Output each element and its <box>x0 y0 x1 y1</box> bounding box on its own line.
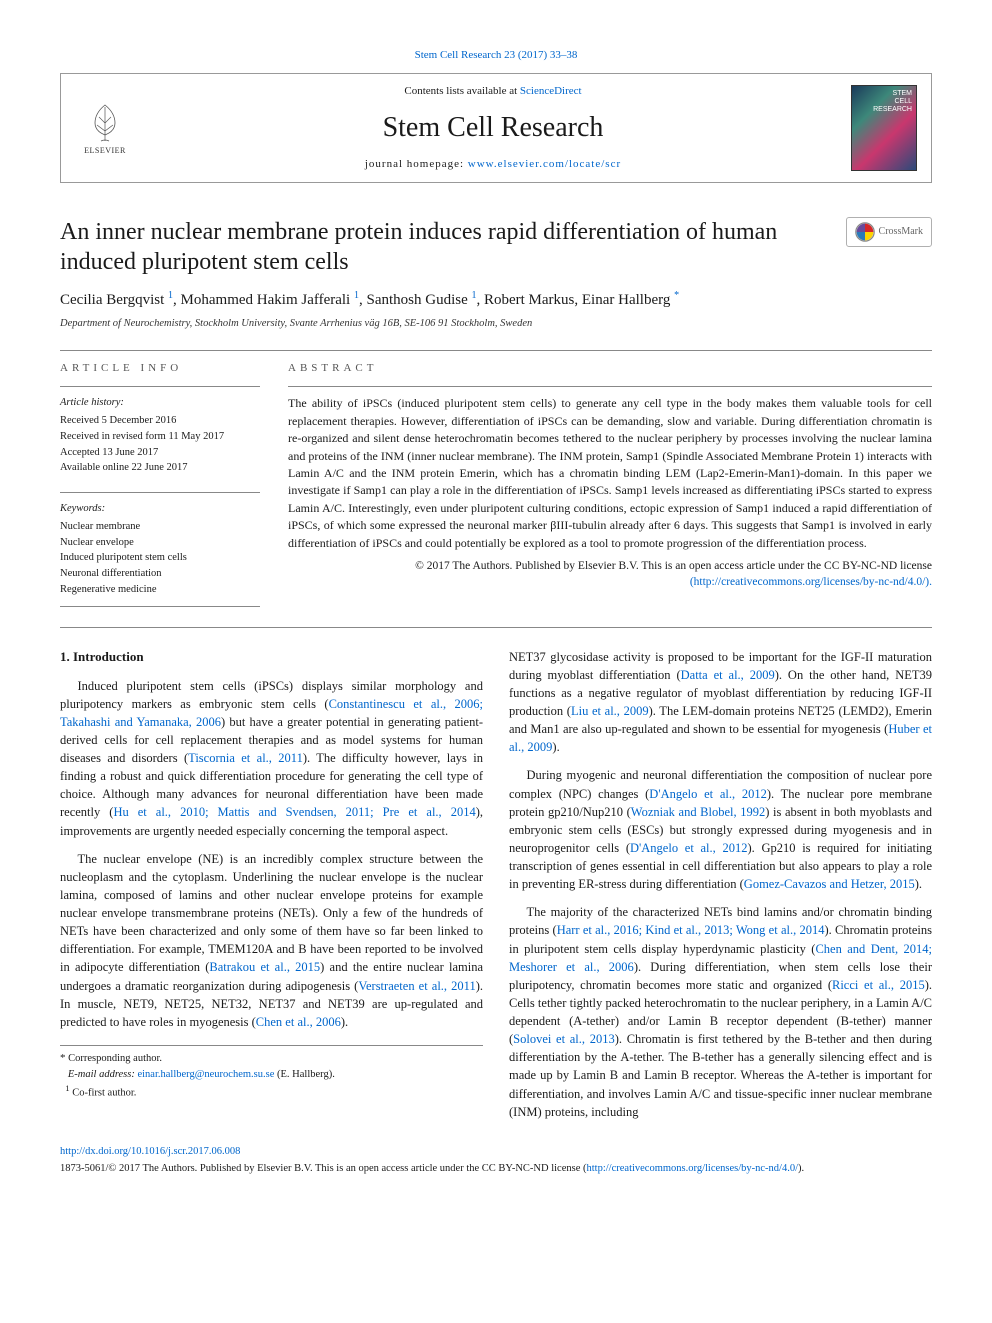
citation-link[interactable]: Batrakou et al., 2015 <box>209 960 320 974</box>
body-paragraph: The majority of the characterized NETs b… <box>509 903 932 1121</box>
keywords-block: Keywords: Nuclear membraneNuclear envelo… <box>60 492 260 607</box>
publisher-name: ELSEVIER <box>84 145 126 156</box>
body-paragraph: NET37 glycosidase activity is proposed t… <box>509 648 932 757</box>
history-line: Available online 22 June 2017 <box>60 460 260 476</box>
article-title: An inner nuclear membrane protein induce… <box>60 217 846 277</box>
rule <box>60 627 932 628</box>
footnotes: * Corresponding author. E-mail address: … <box>60 1045 483 1102</box>
citation-link[interactable]: Harr et al., 2016; Kind et al., 2013; Wo… <box>557 923 825 937</box>
citation-link[interactable]: Liu et al., 2009 <box>571 704 649 718</box>
journal-header: ELSEVIER Contents lists available at Sci… <box>60 73 932 183</box>
tree-icon <box>85 101 125 145</box>
keyword: Induced pluripotent stem cells <box>60 550 260 566</box>
homepage-link[interactable]: www.elsevier.com/locate/scr <box>468 158 621 170</box>
keyword: Regenerative medicine <box>60 582 260 598</box>
keyword: Nuclear envelope <box>60 535 260 551</box>
citation-link[interactable]: Datta et al., 2009 <box>681 668 775 682</box>
rule <box>60 350 932 351</box>
homepage-line: journal homepage: www.elsevier.com/locat… <box>135 157 851 172</box>
citation-link[interactable]: Ricci et al., 2015 <box>832 978 925 992</box>
copyright-text: © 2017 The Authors. Published by Elsevie… <box>415 560 932 572</box>
abstract-text: The ability of iPSCs (induced pluripoten… <box>288 386 932 552</box>
cofirst-note: Co-first author. <box>72 1088 136 1099</box>
keyword: Nuclear membrane <box>60 519 260 535</box>
authors: Cecilia Bergqvist 1, Mohammed Hakim Jaff… <box>60 289 932 311</box>
email-link[interactable]: einar.hallberg@neurochem.su.se <box>137 1069 274 1080</box>
journal-cover: STEM CELL RESEARCH <box>851 85 917 171</box>
copyright-line: © 2017 The Authors. Published by Elsevie… <box>288 558 932 590</box>
citation-link[interactable]: Verstraeten et al., 2011 <box>358 979 475 993</box>
keyword: Neuronal differentiation <box>60 566 260 582</box>
corr-author-note: Corresponding author. <box>68 1053 162 1064</box>
history-label: Article history: <box>60 395 260 411</box>
crossmark-badge[interactable]: CrossMark <box>846 217 932 247</box>
email-label: E-mail address: <box>68 1069 135 1080</box>
crossmark-icon <box>855 222 875 242</box>
homepage-prefix: journal homepage: <box>365 158 468 170</box>
doi-link[interactable]: http://dx.doi.org/10.1016/j.scr.2017.06.… <box>60 1146 240 1157</box>
journal-reference: Stem Cell Research 23 (2017) 33–38 <box>60 48 932 63</box>
page-footer: http://dx.doi.org/10.1016/j.scr.2017.06.… <box>60 1145 932 1176</box>
citation-link[interactable]: Solovei et al., 2013 <box>513 1032 615 1046</box>
article-info-label: article info <box>60 361 260 376</box>
body-paragraph: The nuclear envelope (NE) is an incredib… <box>60 850 483 1031</box>
citation-link[interactable]: Chen et al., 2006 <box>256 1015 341 1029</box>
keywords-label: Keywords: <box>60 501 260 517</box>
body-paragraph: Induced pluripotent stem cells (iPSCs) d… <box>60 677 483 840</box>
crossmark-label: CrossMark <box>879 225 923 239</box>
sciencedirect-link[interactable]: ScienceDirect <box>520 85 582 97</box>
article-body: 1. Introduction Induced pluripotent stem… <box>60 648 932 1121</box>
section-heading: 1. Introduction <box>60 648 483 667</box>
citation-link[interactable]: Tiscornia et al., 2011 <box>188 751 303 765</box>
history-line: Received 5 December 2016 <box>60 413 260 429</box>
history-line: Accepted 13 June 2017 <box>60 445 260 461</box>
contents-prefix: Contents lists available at <box>404 85 519 97</box>
footer-license-link[interactable]: http://creativecommons.org/licenses/by-n… <box>587 1163 799 1174</box>
citation-link[interactable]: D'Angelo et al., 2012 <box>630 841 747 855</box>
elsevier-logo: ELSEVIER <box>75 95 135 161</box>
cover-label: STEM CELL RESEARCH <box>873 90 912 113</box>
article-history: Article history: Received 5 December 201… <box>60 386 260 476</box>
affiliation: Department of Neurochemistry, Stockholm … <box>60 317 932 332</box>
journal-ref-link[interactable]: Stem Cell Research 23 (2017) 33–38 <box>415 49 578 61</box>
citation-link[interactable]: Wozniak and Blobel, 1992 <box>631 805 765 819</box>
license-link[interactable]: (http://creativecommons.org/licenses/by-… <box>690 576 932 588</box>
abstract-label: abstract <box>288 361 932 376</box>
journal-title: Stem Cell Research <box>135 108 851 147</box>
citation-link[interactable]: Gomez-Cavazos and Hetzer, 2015 <box>744 877 915 891</box>
history-line: Received in revised form 11 May 2017 <box>60 429 260 445</box>
email-name: (E. Hallberg). <box>277 1069 335 1080</box>
citation-link[interactable]: Hu et al., 2010; Mattis and Svendsen, 20… <box>113 805 475 819</box>
citation-link[interactable]: D'Angelo et al., 2012 <box>649 787 767 801</box>
contents-line: Contents lists available at ScienceDirec… <box>135 84 851 99</box>
body-paragraph: During myogenic and neuronal differentia… <box>509 766 932 893</box>
issn-line: 1873-5061/© 2017 The Authors. Published … <box>60 1162 932 1177</box>
